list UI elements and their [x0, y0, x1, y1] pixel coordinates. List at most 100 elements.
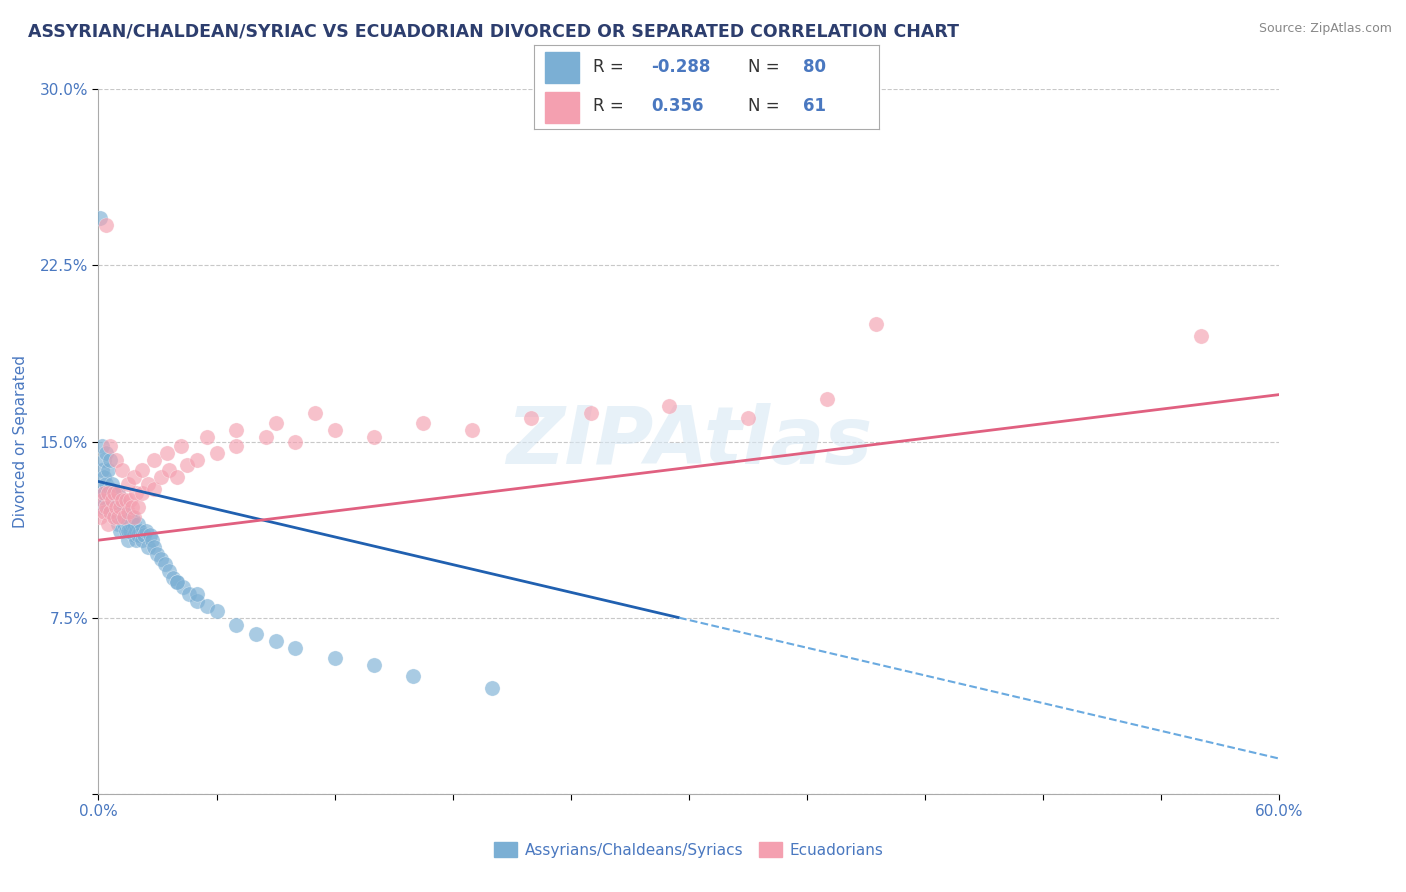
Point: [91, 500, 114, 515]
Point: [121, 509, 143, 524]
Point: [658, 399, 681, 413]
Point: [97, 486, 120, 500]
Point: [105, 500, 128, 515]
Point: [89, 482, 111, 496]
Point: [125, 524, 148, 538]
Point: [304, 406, 326, 420]
Point: [166, 575, 188, 590]
Point: [107, 486, 129, 500]
Point: [96, 476, 118, 491]
Point: [121, 516, 143, 531]
Point: [323, 650, 346, 665]
Point: [162, 571, 184, 585]
Point: [103, 486, 125, 500]
Point: [111, 509, 134, 524]
Point: [93, 453, 115, 467]
Text: R =: R =: [593, 59, 628, 77]
Point: [111, 493, 134, 508]
Point: [98, 439, 121, 453]
Point: [172, 580, 194, 594]
Point: [157, 463, 180, 477]
Point: [118, 493, 141, 508]
Text: 80: 80: [803, 59, 825, 77]
Point: [117, 516, 139, 531]
Point: [98, 505, 121, 519]
Point: [225, 439, 247, 453]
Point: [91, 439, 114, 453]
Point: [105, 453, 128, 467]
Point: [96, 446, 118, 460]
Point: [177, 587, 200, 601]
Point: [108, 500, 131, 515]
Point: [111, 500, 134, 515]
Point: [128, 524, 150, 538]
Legend: Assyrians/Chaldeans/Syriacs, Ecuadorians: Assyrians/Chaldeans/Syriacs, Ecuadorians: [488, 836, 890, 863]
Point: [166, 469, 188, 483]
Point: [97, 500, 120, 515]
Text: Source: ZipAtlas.com: Source: ZipAtlas.com: [1258, 22, 1392, 36]
Point: [107, 486, 129, 500]
Point: [520, 411, 543, 425]
Point: [115, 509, 138, 524]
Point: [117, 533, 139, 548]
Point: [579, 406, 602, 420]
Text: ZIPAtlas: ZIPAtlas: [506, 402, 872, 481]
Point: [170, 439, 193, 453]
Point: [101, 476, 124, 491]
Point: [166, 575, 188, 590]
Point: [111, 463, 134, 477]
Point: [97, 486, 120, 500]
Point: [93, 505, 115, 519]
Point: [157, 564, 180, 578]
Point: [195, 430, 218, 444]
Point: [98, 453, 121, 467]
Point: [1189, 328, 1212, 343]
Text: N =: N =: [748, 97, 785, 115]
Point: [118, 509, 141, 524]
Point: [98, 505, 121, 519]
Point: [108, 505, 131, 519]
Point: [103, 493, 125, 508]
Point: [122, 509, 145, 524]
Point: [122, 469, 145, 483]
Point: [402, 669, 425, 683]
Point: [115, 493, 138, 508]
Point: [127, 528, 149, 542]
Point: [108, 524, 131, 538]
Text: -0.288: -0.288: [651, 59, 711, 77]
Point: [205, 446, 228, 460]
Point: [96, 219, 118, 233]
Point: [284, 641, 307, 656]
Point: [138, 528, 160, 542]
Point: [225, 423, 247, 437]
Point: [115, 524, 138, 538]
Point: [117, 524, 139, 538]
Text: 0.356: 0.356: [651, 97, 704, 115]
Point: [118, 524, 141, 538]
Point: [135, 524, 157, 538]
Point: [412, 416, 434, 430]
Point: [136, 540, 159, 554]
Point: [186, 453, 208, 467]
Point: [225, 617, 247, 632]
Point: [103, 505, 125, 519]
Point: [117, 505, 139, 519]
Text: N =: N =: [748, 59, 785, 77]
Text: 61: 61: [803, 97, 825, 115]
Point: [89, 509, 111, 524]
Y-axis label: Divorced or Separated: Divorced or Separated: [14, 355, 28, 528]
Point: [112, 516, 135, 531]
Point: [105, 505, 128, 519]
Point: [96, 500, 118, 515]
Point: [97, 463, 120, 477]
Point: [125, 533, 148, 548]
Point: [156, 446, 179, 460]
Text: ASSYRIAN/CHALDEAN/SYRIAC VS ECUADORIAN DIVORCED OR SEPARATED CORRELATION CHART: ASSYRIAN/CHALDEAN/SYRIAC VS ECUADORIAN D…: [28, 22, 959, 40]
Point: [131, 463, 153, 477]
Point: [131, 533, 153, 548]
Point: [142, 540, 165, 554]
Point: [815, 392, 838, 407]
Point: [150, 552, 173, 566]
Bar: [544, 92, 579, 122]
Point: [186, 587, 208, 601]
